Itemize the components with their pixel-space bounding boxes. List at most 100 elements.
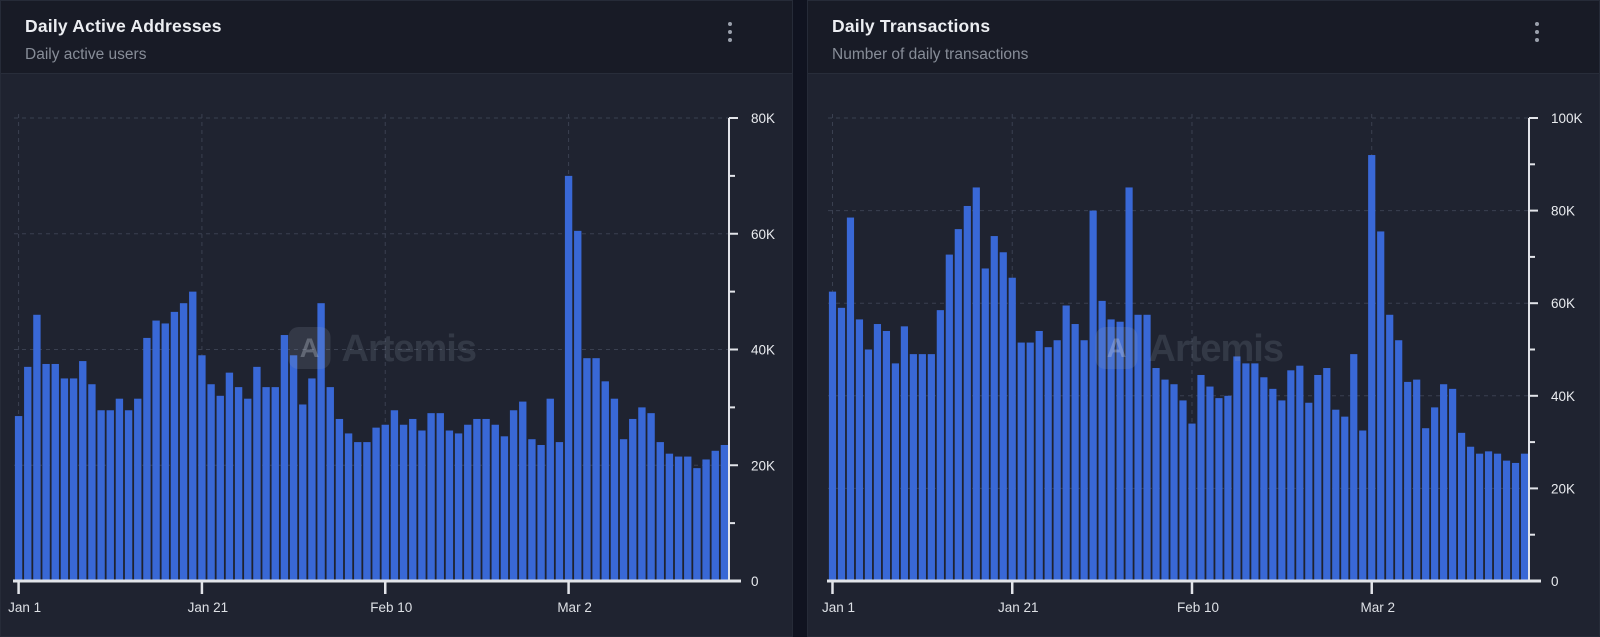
bar [1044,347,1052,581]
x-tick-label: Mar 2 [1360,600,1395,615]
bar [225,372,234,581]
bar [1089,210,1097,581]
bar [1206,386,1214,581]
kebab-menu-icon[interactable] [1527,17,1547,47]
bar [1520,453,1529,581]
x-tick-label: Jan 21 [998,600,1039,615]
bar [1026,342,1034,581]
bar [24,366,32,581]
bar [509,410,518,581]
bar [1440,384,1448,581]
bar [583,358,591,581]
bar [972,187,980,581]
bar [1071,324,1079,581]
bar [665,453,674,581]
bar [702,459,710,581]
bar [1017,342,1025,581]
bar [981,268,989,581]
bar [1107,319,1115,581]
bar [1458,432,1466,581]
bar [1422,428,1430,581]
bar [280,335,289,581]
bar [656,442,664,581]
panel-header: Daily Transactions Number of daily trans… [808,1,1599,74]
panel-header: Daily Active Addresses Daily active user… [1,1,792,74]
bar [88,384,96,581]
bar [1278,400,1286,581]
bar [638,407,646,582]
bar [409,418,417,581]
bars [14,175,729,582]
bar [482,418,490,581]
bar [945,254,953,581]
bar [927,354,935,581]
bar [500,436,509,581]
bar [335,418,344,581]
bar [1484,451,1493,581]
bar [909,354,917,581]
bar [828,291,837,582]
bar [1179,400,1187,581]
bar [1314,374,1322,581]
y-tick-label: 0 [751,574,759,589]
bar [629,418,637,581]
bar [1511,462,1520,581]
artemis-logo-icon [1095,327,1138,369]
page-title: Daily Active Addresses [25,16,222,36]
bar [14,416,23,581]
bar [436,413,444,581]
bar [864,349,873,581]
svg-text:A: A [300,333,320,363]
bar [647,413,655,581]
watermark-text: Artemis [342,328,477,370]
bar [954,229,962,581]
panel-daily-active-addresses: Daily Active Addresses Daily active user… [0,0,793,637]
bar [354,442,362,581]
bars [828,155,1529,582]
artemis-watermark: A Artemis [288,327,477,370]
bar [537,444,545,581]
bar [711,450,719,581]
bar [170,311,179,581]
bar [610,398,619,581]
bar [693,468,701,581]
bar [601,381,609,581]
bar [1125,187,1133,581]
kebab-menu-icon[interactable] [720,17,740,47]
bar [846,217,855,582]
y-axis: 0 20K 40K 60K 80K [728,111,775,589]
bar [1242,363,1250,581]
bar [1251,363,1259,581]
bar [189,291,197,582]
bar [546,398,554,581]
x-axis: Jan 1 Jan 21 Feb 10 Mar 2 [8,579,741,615]
bar [1215,398,1223,581]
artemis-watermark: A Artemis [1095,327,1284,370]
bar [1062,305,1070,581]
bar [207,384,215,581]
bar [1395,340,1403,581]
bar [1053,340,1061,581]
bar [363,442,371,581]
bar [574,230,582,582]
bar [299,404,307,581]
bar [684,456,692,581]
bar [1377,231,1385,581]
artemis-logo-icon [288,327,331,369]
x-tick-label: Feb 10 [1177,600,1219,615]
bar [317,303,325,581]
bar [1305,402,1313,581]
bar [372,427,380,581]
bar [1296,365,1304,581]
bar [1502,460,1511,581]
daily-active-addresses-bar-chart: A Artemis 0 20K 40K 60K 80K Jan 1 Jan 21 Feb 10 Ma… [8,111,775,615]
bar [1350,354,1358,581]
bar [891,363,899,581]
x-axis: Jan 1 Jan 21 Feb 10 Mar 2 [822,579,1541,615]
panel-subtitle: Daily active users [25,46,147,63]
bar [253,366,261,581]
x-tick-label: Mar 2 [557,600,592,615]
bar [1332,409,1340,581]
bar [900,326,908,581]
bar [473,418,481,581]
